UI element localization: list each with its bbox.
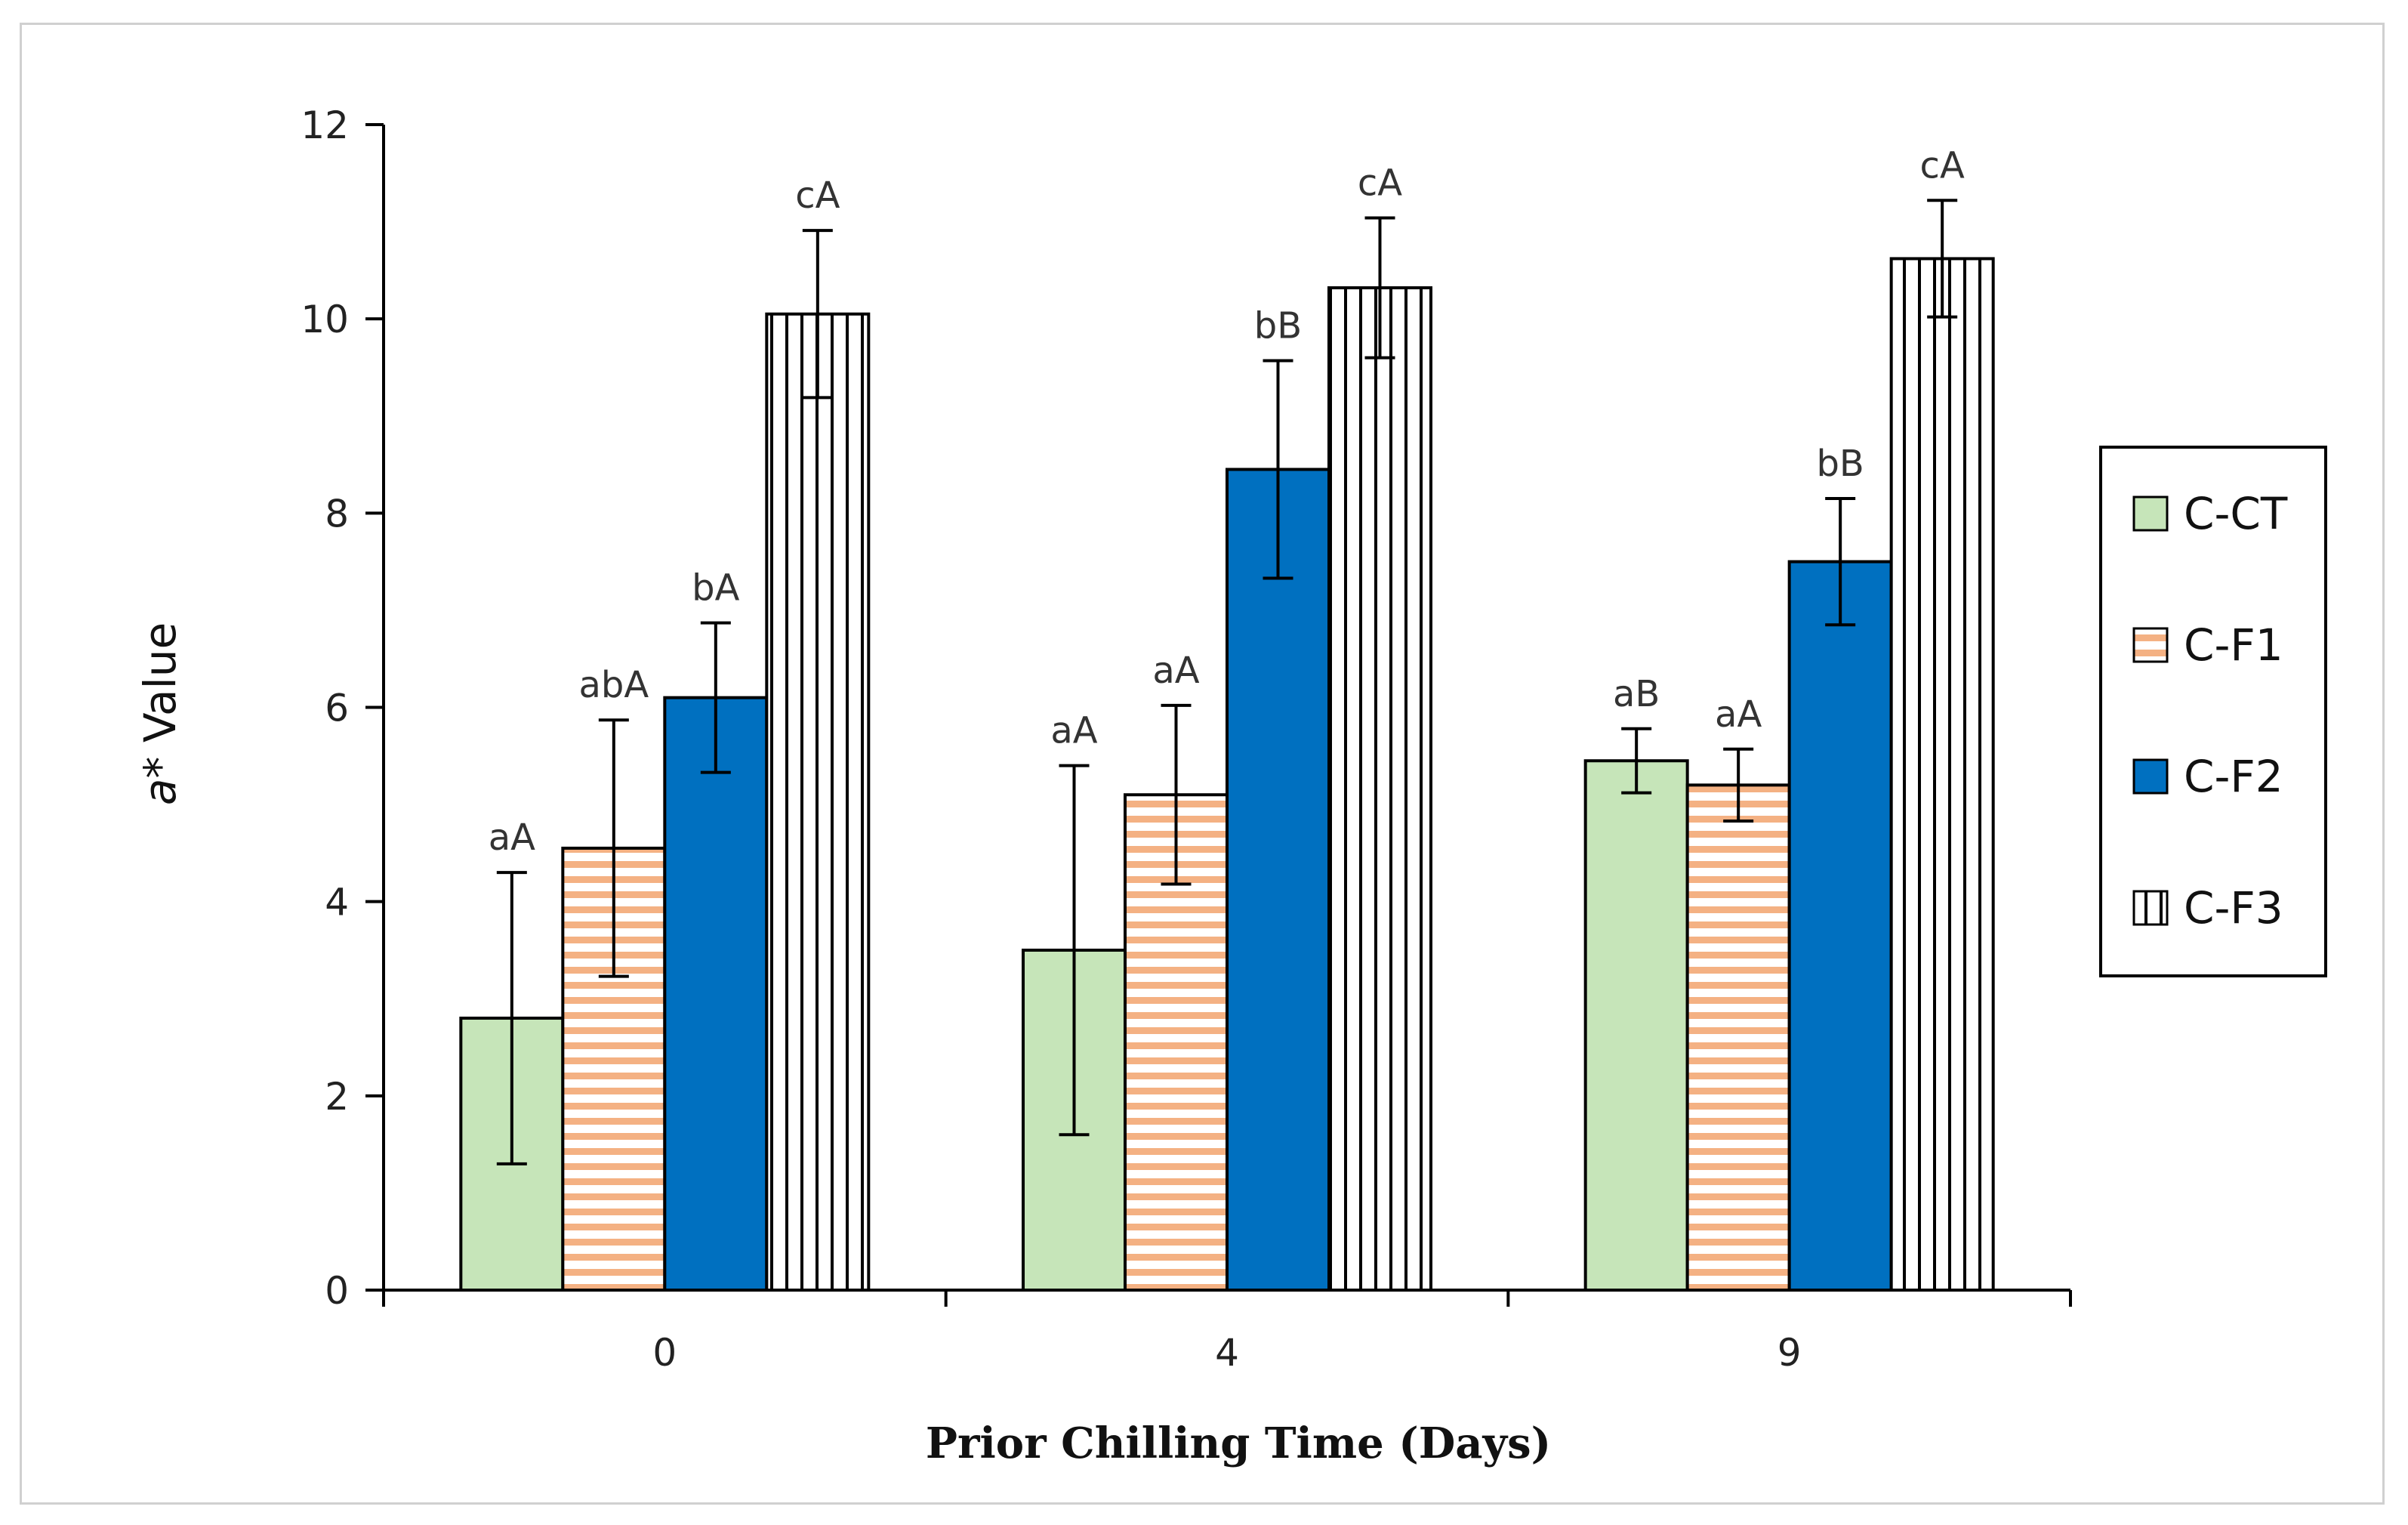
significance-letter: bA bbox=[692, 567, 739, 610]
bar-c-f1-day-9 bbox=[1685, 783, 1791, 1292]
y-tick-label: 6 bbox=[325, 687, 349, 730]
significance-letter: bB bbox=[1254, 304, 1302, 347]
x-tick-label: 4 bbox=[1215, 1331, 1239, 1375]
significance-letter: bB bbox=[1816, 443, 1864, 485]
bar-c-f2-day-4 bbox=[1226, 468, 1330, 1292]
bar-c-ct-day-9 bbox=[1583, 759, 1689, 1292]
significance-letter: cA bbox=[795, 174, 840, 217]
x-tick-label: 9 bbox=[1777, 1331, 1802, 1375]
error-bar bbox=[1263, 359, 1293, 580]
y-axis: 0 2 4 6 8 10 12 bbox=[301, 103, 385, 1313]
bar-c-f3-day-0 bbox=[765, 312, 871, 1292]
bar-c-f3-day-9 bbox=[1889, 257, 1995, 1292]
chart-frame bbox=[20, 23, 2385, 1505]
legend-swatch bbox=[2132, 627, 2169, 663]
error-bar bbox=[1364, 216, 1395, 360]
error-bar bbox=[1723, 747, 1754, 823]
significance-letter: aB bbox=[1613, 673, 1660, 715]
bar-c-f2-day-9 bbox=[1787, 560, 1893, 1292]
y-axis-label: a* Value bbox=[134, 622, 186, 805]
significance-letter: aA bbox=[1152, 650, 1199, 692]
legend-label: C-F1 bbox=[2184, 619, 2283, 671]
bar-c-f1-day-0 bbox=[561, 846, 667, 1292]
significance-letter: cA bbox=[1920, 144, 1965, 187]
legend-swatch bbox=[2132, 890, 2169, 926]
legend-swatch bbox=[2132, 495, 2169, 532]
legend-swatch bbox=[2132, 758, 2169, 795]
error-bar bbox=[1621, 727, 1652, 795]
error-bar bbox=[1161, 703, 1192, 886]
y-tick-label: 8 bbox=[325, 492, 349, 536]
significance-letter: aA bbox=[1715, 693, 1762, 736]
significance-letter: abA bbox=[578, 664, 649, 706]
y-tick-label: 0 bbox=[325, 1269, 349, 1313]
error-bar bbox=[496, 871, 527, 1165]
y-axis-label-rest: * Value bbox=[134, 622, 186, 779]
legend-entry-c-ct: C-CT bbox=[2132, 488, 2288, 539]
significance-letters-group: aA abA bA cA aA aA bB cA aB aA bB cA bbox=[489, 144, 1965, 859]
legend-label: C-CT bbox=[2184, 488, 2288, 539]
x-tick-label: 0 bbox=[652, 1331, 677, 1375]
significance-letter: aA bbox=[489, 817, 535, 859]
error-bar bbox=[700, 621, 731, 774]
y-tick-label: 2 bbox=[325, 1075, 349, 1119]
legend: C-CT C-F1 C-F2 C-F3 bbox=[2099, 446, 2327, 977]
error-bar bbox=[1825, 497, 1856, 627]
error-bar bbox=[598, 718, 629, 978]
bar-c-f3-day-4 bbox=[1327, 286, 1432, 1292]
legend-entry-c-f1: C-F1 bbox=[2132, 619, 2283, 671]
error-bar bbox=[1059, 764, 1090, 1137]
y-tick-label: 12 bbox=[301, 103, 349, 147]
legend-entry-c-f2: C-F2 bbox=[2132, 751, 2283, 802]
legend-label: C-F2 bbox=[2184, 751, 2283, 802]
y-axis-label-italic: a bbox=[134, 779, 186, 806]
significance-letter: aA bbox=[1050, 710, 1097, 752]
legend-label: C-F3 bbox=[2184, 882, 2283, 934]
legend-entry-c-f3: C-F3 bbox=[2132, 882, 2283, 934]
bars-group bbox=[459, 257, 1995, 1292]
legend-box bbox=[2099, 446, 2327, 977]
error-bars-group bbox=[496, 199, 1958, 1165]
x-axis: 0 4 9 bbox=[382, 1289, 2072, 1375]
bar-c-f2-day-0 bbox=[663, 696, 769, 1292]
error-bar bbox=[802, 229, 833, 400]
y-tick-label: 10 bbox=[301, 298, 349, 341]
error-bar bbox=[1927, 199, 1958, 319]
significance-letter: cA bbox=[1358, 162, 1402, 204]
y-tick-label: 4 bbox=[325, 881, 349, 925]
x-axis-label: Prior Chilling Time (Days) bbox=[926, 1418, 1551, 1468]
